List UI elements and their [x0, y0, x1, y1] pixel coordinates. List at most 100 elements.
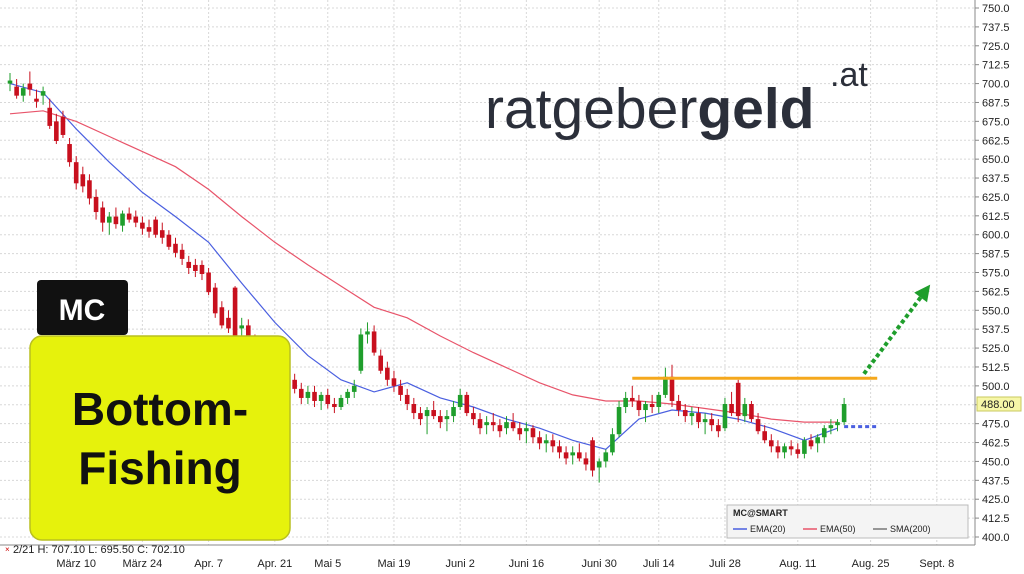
- candle-body: [510, 422, 516, 429]
- candle-body: [517, 428, 523, 435]
- x-tick-label: Apr. 21: [257, 558, 292, 570]
- candle-body: [358, 334, 364, 371]
- candle-body: [153, 219, 158, 235]
- candle-body: [729, 403, 734, 414]
- y-tick-label: 600.0: [982, 230, 1010, 242]
- x-tick-label: Juni 2: [445, 558, 474, 570]
- candle-body: [173, 243, 178, 253]
- arrow-head: [914, 284, 931, 303]
- candle-body: [524, 428, 529, 432]
- candle-body: [193, 264, 198, 271]
- brand-light: ratgeber: [485, 77, 697, 141]
- candle-body: [722, 403, 728, 429]
- annotations: [632, 284, 931, 429]
- y-tick-label: 662.5: [982, 135, 1010, 147]
- y-tick-label: 525.0: [982, 343, 1010, 355]
- candle-body: [298, 388, 304, 398]
- candle-body: [788, 446, 794, 450]
- candle-body: [7, 80, 13, 84]
- y-tick-label: 687.5: [982, 97, 1010, 109]
- candle-body: [775, 446, 781, 453]
- badge: MC: [59, 294, 106, 327]
- candle-body: [438, 416, 443, 423]
- y-tick-label: 437.5: [982, 475, 1010, 487]
- candle-body: [424, 410, 430, 417]
- candle-body: [345, 391, 350, 398]
- candle-body: [378, 355, 384, 371]
- candle-body: [67, 144, 72, 163]
- y-tick-label: 412.5: [982, 513, 1010, 525]
- x-tick-label: März 10: [56, 558, 96, 570]
- candle-body: [596, 461, 602, 468]
- candle-body: [464, 394, 470, 414]
- candle-body: [40, 91, 46, 96]
- candle-body: [14, 86, 19, 96]
- candle-body: [87, 180, 92, 199]
- candle-body: [709, 419, 715, 426]
- candle-body: [689, 413, 695, 417]
- candle-body: [206, 272, 211, 293]
- candle-body: [404, 394, 410, 404]
- y-tick-label: 637.5: [982, 173, 1010, 185]
- candle-body: [219, 307, 225, 326]
- y-tick-label: 712.5: [982, 60, 1010, 72]
- candle-body: [808, 440, 814, 447]
- candle-body: [312, 391, 317, 401]
- y-tick-label: 575.0: [982, 268, 1010, 280]
- candle-body: [54, 121, 59, 142]
- candle-body: [504, 422, 509, 429]
- y-tick-label: 725.0: [982, 41, 1010, 53]
- candle-body: [338, 397, 344, 408]
- candle-body: [563, 452, 569, 459]
- candle-body: [113, 216, 119, 225]
- y-tick-label: 537.5: [982, 324, 1010, 336]
- candle-body: [702, 419, 708, 423]
- candle-body: [802, 440, 807, 454]
- candle-body: [186, 261, 192, 268]
- legend-box: [726, 504, 969, 539]
- legend: EMA(20) EMA(50) SMA(200): [733, 524, 931, 534]
- x-tick-label: Juli 14: [643, 558, 675, 570]
- badge-box: [37, 280, 128, 335]
- candle-body: [471, 413, 476, 420]
- candle-body: [47, 107, 53, 126]
- candle-body: [477, 419, 483, 429]
- brand-suffix: .at: [830, 56, 868, 94]
- candle-body: [318, 394, 324, 401]
- x-tick-label: März 24: [123, 558, 163, 570]
- candle-body: [821, 428, 827, 438]
- x-tick-label: Juni 16: [509, 558, 544, 570]
- y-tick-label: 450.0: [982, 456, 1010, 468]
- candle-body: [656, 394, 662, 408]
- indicator-lines: [9, 83, 838, 450]
- candle-body: [159, 230, 165, 238]
- candle-body: [73, 162, 79, 184]
- candle-body: [769, 440, 774, 447]
- brand-logo: ratgebergeld: [485, 77, 815, 141]
- candle-body: [835, 422, 840, 426]
- candle-body: [60, 116, 66, 135]
- x-tick-label: Mai 19: [377, 558, 410, 570]
- headline-line: Fishing: [78, 442, 242, 494]
- candle-body: [457, 394, 463, 408]
- candle-body: [490, 422, 496, 426]
- y-tick-label: 500.0: [982, 381, 1010, 393]
- candle-body: [484, 422, 489, 426]
- candle-body: [616, 407, 622, 435]
- candle-body: [232, 287, 238, 341]
- candle-body: [550, 440, 556, 447]
- candle-body: [166, 234, 172, 247]
- candles: [7, 71, 847, 483]
- legend-title: MC@SMART: [733, 508, 788, 518]
- indicator-line: [9, 83, 838, 450]
- candle-body: [782, 446, 787, 453]
- candle-body: [537, 437, 542, 444]
- y-tick-label: 462.5: [982, 438, 1010, 450]
- legend-label: SMA(200): [890, 524, 931, 534]
- candle-body: [418, 413, 423, 420]
- candle-body: [603, 452, 609, 462]
- candle-body: [543, 440, 549, 444]
- x-tick-label: Aug. 11: [779, 558, 816, 570]
- y-tick-label: 562.5: [982, 286, 1010, 298]
- candle-body: [212, 287, 218, 314]
